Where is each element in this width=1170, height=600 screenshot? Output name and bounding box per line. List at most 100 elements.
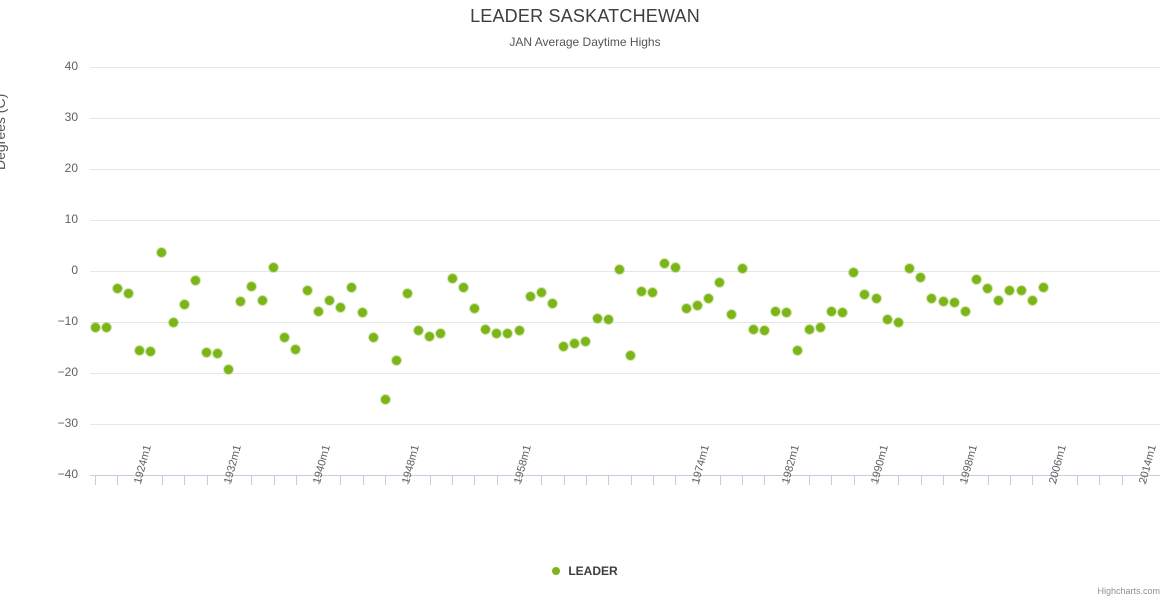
- data-point[interactable]: [447, 273, 457, 283]
- data-point[interactable]: [759, 326, 769, 336]
- data-point[interactable]: [849, 268, 859, 278]
- data-point[interactable]: [313, 307, 323, 317]
- data-point[interactable]: [603, 315, 613, 325]
- data-point[interactable]: [737, 263, 747, 273]
- data-point[interactable]: [168, 317, 178, 327]
- data-point[interactable]: [927, 294, 937, 304]
- data-point[interactable]: [559, 341, 569, 351]
- data-point[interactable]: [581, 336, 591, 346]
- x-axis-tick: [988, 476, 989, 485]
- data-point[interactable]: [648, 287, 658, 297]
- data-point[interactable]: [157, 247, 167, 257]
- data-point[interactable]: [179, 299, 189, 309]
- data-point[interactable]: [637, 286, 647, 296]
- data-point[interactable]: [1027, 296, 1037, 306]
- data-point[interactable]: [871, 293, 881, 303]
- data-point[interactable]: [614, 264, 624, 274]
- data-point[interactable]: [547, 299, 557, 309]
- data-point[interactable]: [380, 394, 390, 404]
- data-point[interactable]: [838, 308, 848, 318]
- data-point[interactable]: [347, 282, 357, 292]
- x-axis-tick: [831, 476, 832, 485]
- data-point[interactable]: [101, 322, 111, 332]
- data-point[interactable]: [916, 272, 926, 282]
- data-point[interactable]: [804, 324, 814, 334]
- data-point[interactable]: [938, 297, 948, 307]
- x-axis-tick: [965, 476, 966, 485]
- x-axis-tick: [898, 476, 899, 485]
- data-point[interactable]: [369, 332, 379, 342]
- data-point[interactable]: [503, 328, 513, 338]
- data-point[interactable]: [1038, 283, 1048, 293]
- data-point[interactable]: [1005, 285, 1015, 295]
- gridline: [90, 373, 1160, 374]
- data-point[interactable]: [391, 355, 401, 365]
- data-point[interactable]: [681, 303, 691, 313]
- data-point[interactable]: [414, 326, 424, 336]
- y-axis-tick-label: −30: [57, 416, 78, 430]
- chart-legend[interactable]: LEADER: [0, 563, 1170, 578]
- data-point[interactable]: [213, 349, 223, 359]
- data-point[interactable]: [436, 328, 446, 338]
- x-axis-tick: [675, 476, 676, 485]
- data-point[interactable]: [693, 301, 703, 311]
- data-point[interactable]: [882, 315, 892, 325]
- x-axis-tick: [1077, 476, 1078, 485]
- data-point[interactable]: [860, 290, 870, 300]
- data-point[interactable]: [592, 313, 602, 323]
- data-point[interactable]: [402, 288, 412, 298]
- data-point[interactable]: [971, 275, 981, 285]
- data-point[interactable]: [514, 325, 524, 335]
- data-point[interactable]: [659, 259, 669, 269]
- data-point[interactable]: [726, 309, 736, 319]
- data-point[interactable]: [815, 322, 825, 332]
- data-point[interactable]: [291, 344, 301, 354]
- data-point[interactable]: [269, 262, 279, 272]
- data-point[interactable]: [469, 304, 479, 314]
- highcharts-credit[interactable]: Highcharts.com: [1097, 586, 1160, 596]
- data-point[interactable]: [335, 303, 345, 313]
- data-point[interactable]: [670, 263, 680, 273]
- data-point[interactable]: [358, 308, 368, 318]
- x-axis-tick: [698, 476, 699, 485]
- data-point[interactable]: [949, 297, 959, 307]
- data-point[interactable]: [190, 275, 200, 285]
- data-point[interactable]: [135, 345, 145, 355]
- data-point[interactable]: [536, 287, 546, 297]
- data-point[interactable]: [771, 307, 781, 317]
- data-point[interactable]: [994, 295, 1004, 305]
- data-point[interactable]: [123, 289, 133, 299]
- data-point[interactable]: [626, 350, 636, 360]
- data-point[interactable]: [302, 285, 312, 295]
- data-point[interactable]: [782, 307, 792, 317]
- data-point[interactable]: [280, 332, 290, 342]
- data-point[interactable]: [246, 281, 256, 291]
- data-point[interactable]: [525, 292, 535, 301]
- data-point[interactable]: [146, 346, 156, 356]
- data-point[interactable]: [112, 284, 122, 294]
- data-point[interactable]: [793, 346, 803, 356]
- data-point[interactable]: [983, 284, 993, 294]
- data-point[interactable]: [202, 348, 212, 358]
- x-axis-tick: [943, 476, 944, 485]
- data-point[interactable]: [257, 296, 267, 306]
- data-point[interactable]: [715, 277, 725, 287]
- data-point[interactable]: [704, 293, 714, 303]
- data-point[interactable]: [570, 338, 580, 348]
- x-axis-tick: [474, 476, 475, 485]
- data-point[interactable]: [492, 329, 502, 339]
- data-point[interactable]: [324, 296, 334, 306]
- x-axis-tick: [117, 476, 118, 485]
- data-point[interactable]: [905, 263, 915, 273]
- data-point[interactable]: [90, 322, 100, 332]
- data-point[interactable]: [235, 297, 245, 307]
- data-point[interactable]: [224, 364, 234, 374]
- data-point[interactable]: [481, 325, 491, 335]
- data-point[interactable]: [458, 282, 468, 292]
- data-point[interactable]: [1016, 285, 1026, 295]
- data-point[interactable]: [748, 325, 758, 335]
- data-point[interactable]: [425, 331, 435, 341]
- data-point[interactable]: [826, 307, 836, 317]
- data-point[interactable]: [960, 307, 970, 317]
- data-point[interactable]: [893, 317, 903, 327]
